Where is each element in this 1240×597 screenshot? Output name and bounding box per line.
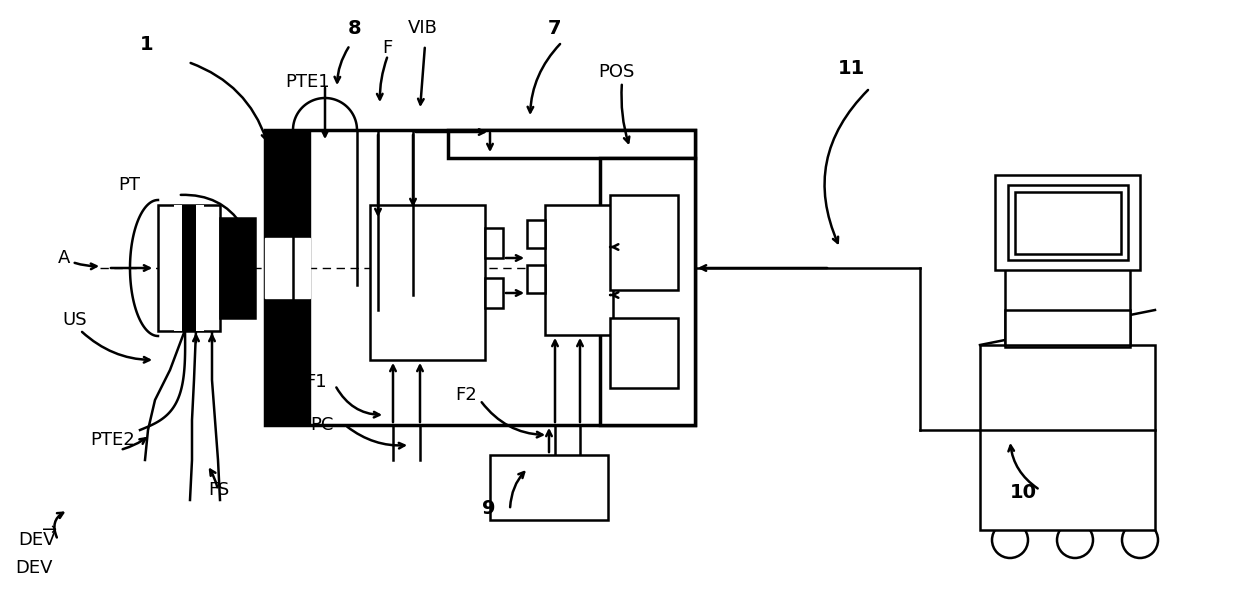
Bar (527, 265, 546, 293)
Bar (174, 205, 205, 331)
Text: 11: 11 (838, 59, 866, 78)
Bar (485, 228, 503, 258)
Bar (219, 218, 255, 318)
Text: POS: POS (598, 63, 635, 81)
Bar (610, 195, 678, 290)
Bar (546, 205, 613, 335)
Bar (174, 205, 182, 331)
Text: PT: PT (118, 176, 140, 194)
Text: PTE1: PTE1 (285, 73, 330, 91)
Text: A: A (58, 249, 71, 267)
Text: DEV: DEV (15, 559, 52, 577)
Bar (370, 205, 485, 360)
Bar (527, 220, 546, 248)
Bar (219, 218, 255, 318)
Bar (1008, 185, 1128, 260)
Bar (980, 345, 1154, 530)
Text: F2: F2 (455, 386, 476, 404)
Text: F: F (382, 39, 392, 57)
Bar (490, 455, 608, 520)
Text: DEV: DEV (19, 531, 56, 549)
Text: 7: 7 (548, 19, 562, 38)
Bar (1016, 192, 1121, 254)
Text: FS: FS (208, 481, 229, 499)
Text: PTE2: PTE2 (91, 431, 135, 449)
Text: F1: F1 (305, 373, 326, 391)
Text: US: US (62, 311, 87, 329)
Bar (610, 318, 678, 388)
Text: 9: 9 (482, 498, 496, 518)
Bar (1004, 310, 1130, 345)
Text: 8: 8 (348, 19, 362, 38)
Text: PC: PC (310, 416, 334, 434)
Bar (448, 130, 694, 158)
Bar (196, 205, 205, 331)
Bar (994, 175, 1140, 270)
Text: 1: 1 (140, 35, 154, 54)
Text: 10: 10 (1011, 482, 1037, 501)
Bar (1004, 265, 1130, 347)
Text: VIB: VIB (408, 19, 438, 37)
Bar (157, 205, 219, 331)
Bar (265, 130, 694, 425)
Polygon shape (265, 238, 310, 298)
Bar (600, 158, 694, 425)
Polygon shape (265, 130, 310, 425)
Text: →: → (42, 521, 57, 539)
Bar (485, 278, 503, 308)
